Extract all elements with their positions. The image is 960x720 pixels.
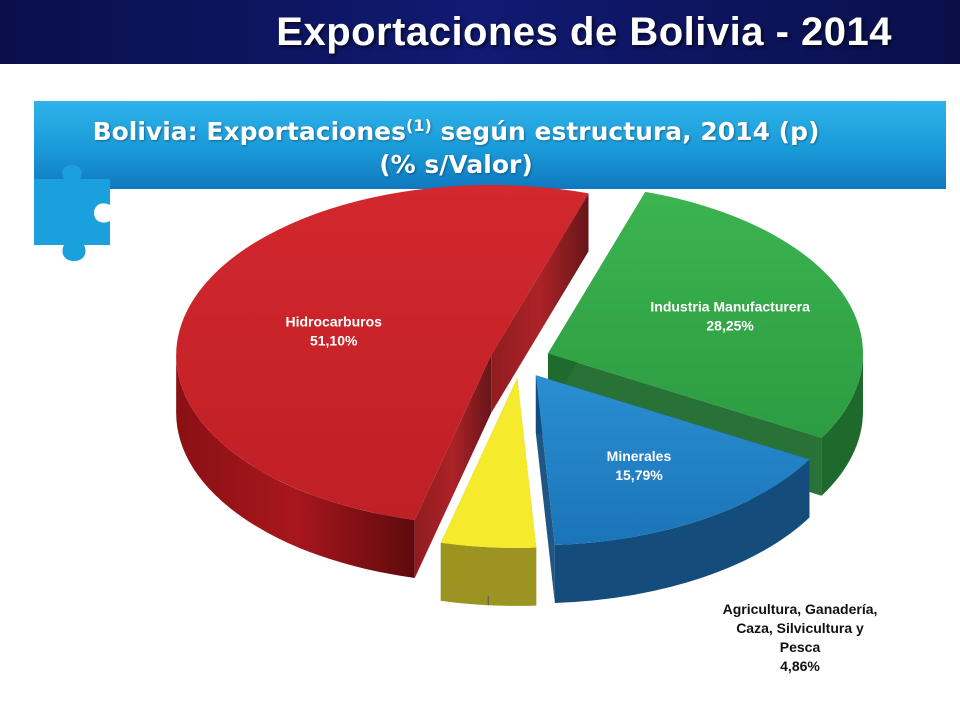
slice-label-agricultura-line-2: Pesca — [780, 639, 821, 655]
slice-label-agricultura-line-1: Caza, Silvicultura y — [736, 620, 864, 636]
pie-side-manufactura — [821, 353, 863, 496]
pie-side-agricultura — [440, 542, 537, 606]
chart-title-rest: según estructura, 2014 (p) — [431, 117, 820, 146]
pie-top-agricultura — [440, 377, 537, 548]
slice-label-manufactura: Industria Manufacturera — [650, 298, 810, 314]
pie-side-hidrocarburos — [176, 355, 415, 578]
pie-top-manufactura — [547, 191, 863, 438]
pie-top-hidrocarburos — [176, 185, 589, 520]
slide-header — [0, 0, 960, 64]
chart-subtitle: (% s/Valor) — [379, 150, 533, 179]
chart-title-banner — [34, 101, 946, 189]
chart-title-footnote-ref: (1) — [406, 116, 432, 135]
pie-cut-hidrocarburos-1 — [491, 193, 589, 414]
slice-value-minerales: 15,79% — [615, 467, 663, 483]
slice-label-hidrocarburos: Hidrocarburos — [285, 314, 382, 330]
slice-value-hidrocarburos: 51,10% — [310, 333, 358, 349]
slice-label-agricultura-line-0: Agricultura, Ganadería, — [723, 601, 878, 617]
pie-cut-minerales-1 — [535, 375, 555, 603]
puzzle-piece-icon — [34, 165, 110, 261]
slice-label-minerales: Minerales — [607, 448, 672, 464]
chart-title-main: Bolivia: Exportaciones — [92, 117, 406, 146]
pie-cut-hidrocarburos-0 — [414, 355, 492, 578]
pie-slice-minerales — [535, 375, 810, 603]
slice-value-agricultura: 4,86% — [780, 658, 820, 674]
pie-slice-hidrocarburos — [176, 185, 589, 578]
slice-value-manufactura: 28,25% — [706, 317, 754, 333]
chart-title: Bolivia: Exportaciones(1) según estructu… — [0, 117, 912, 147]
pie-top-minerales — [535, 375, 810, 545]
pie-slice-agricultura — [440, 377, 537, 606]
slide-title: Exportaciones de Bolivia - 2014 — [276, 10, 892, 54]
pie-side-minerales — [554, 459, 810, 603]
